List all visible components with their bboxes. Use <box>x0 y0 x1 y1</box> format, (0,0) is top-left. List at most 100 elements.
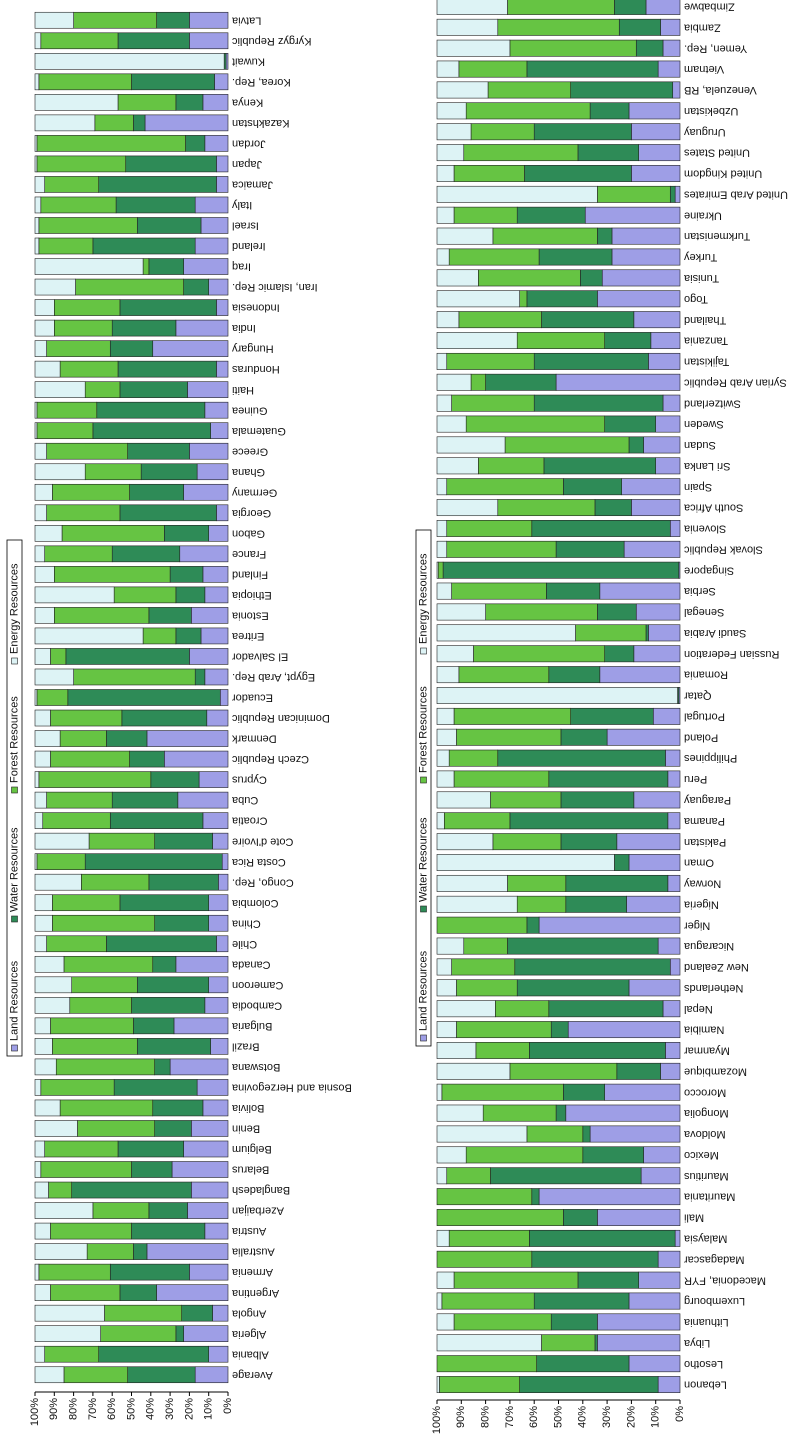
bar-segment <box>208 1345 229 1363</box>
bar-segment <box>191 1120 229 1137</box>
bar-segment <box>36 689 69 706</box>
bar-segment <box>662 39 681 57</box>
category-label: Jordan <box>232 137 266 149</box>
bar-segment <box>34 135 38 152</box>
bar-segment <box>214 73 229 91</box>
x-tick-label: 50% <box>125 1398 137 1420</box>
bar-segment <box>119 504 217 522</box>
bar-segment <box>436 1062 511 1080</box>
bar-segment <box>589 102 630 120</box>
bar-segment <box>548 666 601 684</box>
category-label: Israel <box>232 220 259 232</box>
bar-segment <box>482 1104 557 1122</box>
x-tick-label: 30% <box>601 1406 613 1428</box>
bar-segment <box>136 217 202 234</box>
bar-segment <box>189 648 229 665</box>
bar-segment <box>548 770 669 788</box>
bar-segment <box>34 894 53 912</box>
bar-segment <box>71 976 138 994</box>
bar-segment <box>150 771 200 788</box>
legend-box <box>415 529 432 1047</box>
bar-segment <box>34 935 47 953</box>
x-tick-label: 0% <box>674 1406 686 1422</box>
category-label: Morocco <box>684 1086 726 1098</box>
bar-segment <box>446 520 533 537</box>
bar-segment <box>221 853 229 870</box>
bar-segment <box>131 997 206 1014</box>
category-label: Panama <box>683 815 725 827</box>
bar-segment <box>34 196 42 214</box>
bar-segment <box>142 258 150 275</box>
category-label: New Zealand <box>684 961 749 973</box>
bar-segment <box>34 832 90 850</box>
bar-segment <box>436 352 448 370</box>
category-label: Honduras <box>232 363 280 375</box>
bar-segment <box>436 81 489 99</box>
category-label: Tunisia <box>683 272 719 284</box>
bar-segment <box>131 1222 206 1240</box>
bar-segment <box>492 227 598 245</box>
category-label: Cameroon <box>232 979 283 991</box>
bar-segment <box>109 340 154 357</box>
bar-segment <box>570 81 674 99</box>
bar-segment <box>490 1167 642 1185</box>
bar-segment <box>453 770 550 788</box>
bar-segment <box>194 1366 229 1384</box>
bar-segment <box>531 1188 540 1206</box>
bar-segment <box>146 1243 229 1260</box>
category-label: Zimbabwe <box>684 1 735 13</box>
bar-segment <box>133 1017 175 1035</box>
bar-segment <box>173 1017 229 1035</box>
bar-segment <box>212 832 229 850</box>
bar-segment <box>614 854 630 871</box>
category-label: Kenya <box>231 96 263 108</box>
bar-segment <box>191 1181 229 1199</box>
bar-segment <box>46 504 121 522</box>
category-label: Iran, Islamic Rep. <box>232 281 318 293</box>
category-label: Tanzania <box>683 335 728 347</box>
bar-segment <box>516 332 605 349</box>
bar-segment <box>34 1161 42 1178</box>
bar-segment <box>667 812 681 830</box>
bar-segment <box>146 730 229 747</box>
bar-segment <box>514 958 671 976</box>
bar-segment <box>436 812 445 830</box>
bar-segment <box>560 728 608 746</box>
bar-segment <box>34 873 82 891</box>
bar-segment <box>616 1062 661 1080</box>
bar-segment <box>212 1304 229 1322</box>
category-label: Niger <box>684 919 711 931</box>
bar-segment <box>509 39 637 57</box>
bar-segment <box>441 1083 564 1101</box>
bar-segment <box>148 607 192 624</box>
x-tick-label: 10% <box>650 1406 662 1428</box>
category-label: Mauritania <box>683 1191 735 1203</box>
bar-segment <box>565 1104 681 1122</box>
bar-segment <box>436 1000 496 1018</box>
category-label: Netherlands <box>684 982 744 994</box>
bar-segment <box>34 1140 45 1158</box>
bar-segment <box>164 750 229 768</box>
category-label: Austria <box>231 1225 266 1237</box>
bar-segment <box>63 955 154 973</box>
bar-segment <box>526 916 540 934</box>
bar-segment <box>53 566 171 583</box>
bar-segment <box>516 206 586 224</box>
x-tick-label: 20% <box>183 1398 195 1420</box>
bar-segment <box>436 39 511 57</box>
x-tick-label: 30% <box>164 1398 176 1420</box>
bar-segment <box>34 1058 57 1076</box>
bar-segment <box>492 833 562 851</box>
bar-segment <box>152 1099 204 1117</box>
bar-segment <box>127 442 190 460</box>
x-tick-label: 60% <box>528 1406 540 1428</box>
bar-segment <box>465 1146 584 1164</box>
bar-segment <box>436 457 479 475</box>
bar-segment <box>38 1263 111 1281</box>
bar-segment <box>34 1202 94 1219</box>
bar-segment <box>599 582 681 600</box>
bar-segment <box>538 1188 681 1206</box>
bar-segment <box>42 812 111 829</box>
category-label: France <box>232 548 266 560</box>
category-label: Japan <box>232 158 262 170</box>
